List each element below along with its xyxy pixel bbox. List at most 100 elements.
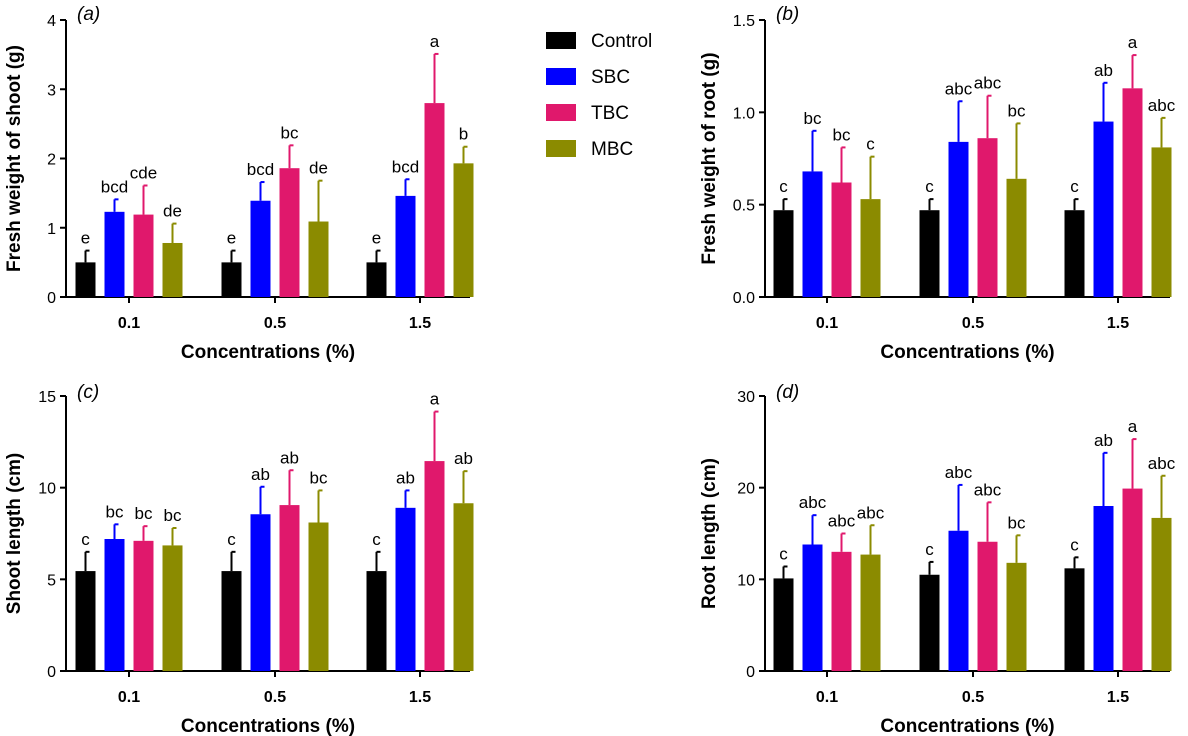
significance-label: abc <box>799 493 827 512</box>
legend-item-tbc: TBC <box>546 103 629 124</box>
bar <box>1093 121 1114 297</box>
significance-label: abc <box>828 512 856 531</box>
bar <box>162 242 183 297</box>
significance-label: bc <box>281 123 299 142</box>
significance-label: bcd <box>101 177 128 196</box>
x-tick-label: 0.1 <box>118 315 140 332</box>
legend-label-tbc: TBC <box>591 103 629 124</box>
significance-label: c <box>779 545 788 564</box>
significance-label: bcd <box>247 160 274 179</box>
y-tick-label: 0 <box>47 290 56 307</box>
bar <box>1093 506 1114 671</box>
panel-b-label: (b) <box>776 4 799 25</box>
x-axis-label: Concentrations (%) <box>880 716 1054 736</box>
x-axis-label: Concentrations (%) <box>880 342 1054 363</box>
significance-label: c <box>925 540 934 559</box>
significance-label: abc <box>1148 454 1176 473</box>
bar <box>279 168 300 297</box>
y-axis-label: Shoot length (cm) <box>4 453 25 614</box>
significance-label: ab <box>1094 431 1113 450</box>
bar <box>1151 147 1172 297</box>
bar <box>395 507 416 671</box>
panel-d: (d) 0 10 20 30 0.1 0.5 1.5 Concentrations (%) Ro… <box>699 382 1176 736</box>
legend-label-control: Control <box>591 31 652 52</box>
significance-label: cde <box>130 164 157 183</box>
legend-item-control: Control <box>546 31 652 52</box>
significance-label: c <box>866 135 875 154</box>
y-tick-label: 30 <box>737 389 755 406</box>
bar <box>453 163 474 297</box>
significance-label: a <box>430 32 440 51</box>
bar <box>802 544 823 671</box>
bar <box>308 522 329 671</box>
legend-item-sbc: SBC <box>546 67 630 88</box>
significance-label: e <box>227 229 236 248</box>
bar <box>162 545 183 671</box>
bar <box>1122 88 1143 298</box>
x-tick-label: 1.5 <box>409 689 431 706</box>
legend-item-mbc: MBC <box>546 139 633 160</box>
legend-swatch-sbc <box>546 68 576 85</box>
significance-label: e <box>372 229 381 248</box>
bar <box>221 262 242 297</box>
bar <box>831 182 852 297</box>
bar <box>250 200 271 297</box>
panel-c-label: (c) <box>77 382 99 403</box>
significance-label: de <box>309 159 328 178</box>
x-tick-label: 1.5 <box>1107 689 1129 706</box>
bar <box>919 210 940 297</box>
significance-label: b <box>459 125 468 144</box>
significance-label: e <box>81 229 90 248</box>
significance-label: bc <box>833 125 851 144</box>
significance-label: bc <box>310 468 328 487</box>
panel-a-label: (a) <box>77 4 100 25</box>
significance-label: abc <box>1148 96 1176 115</box>
x-tick-label: 0.5 <box>962 689 984 706</box>
bar <box>395 195 416 297</box>
legend: Control SBC TBC MBC <box>546 31 652 160</box>
x-tick-label: 0.1 <box>816 315 838 332</box>
bar <box>250 514 271 671</box>
y-tick-label: 3 <box>47 82 56 99</box>
bar <box>948 530 969 671</box>
bar <box>1006 562 1027 671</box>
y-tick-label: 1.5 <box>733 13 755 30</box>
x-tick-label: 0.1 <box>118 689 140 706</box>
y-tick-label: 0 <box>47 664 56 681</box>
significance-label: abc <box>974 74 1002 93</box>
x-axis-label: Concentrations (%) <box>181 342 355 363</box>
significance-label: bc <box>804 109 822 128</box>
significance-label: c <box>81 530 90 549</box>
significance-label: bcd <box>392 157 419 176</box>
bar <box>773 210 794 297</box>
x-tick-label: 1.5 <box>1107 315 1129 332</box>
bar <box>860 199 881 297</box>
legend-swatch-mbc <box>546 140 576 157</box>
x-axis-label: Concentrations (%) <box>181 716 355 736</box>
significance-label: bc <box>106 502 124 521</box>
bar <box>279 505 300 671</box>
panel-c: (c) 0 5 10 15 0.1 0.5 1.5 Concentrations (%) Sho… <box>4 382 474 736</box>
panel-d-label: (d) <box>776 382 799 403</box>
y-tick-label: 1 <box>47 221 56 238</box>
y-tick-label: 15 <box>38 389 56 406</box>
x-tick-label: 0.5 <box>962 315 984 332</box>
y-tick-label: 4 <box>47 13 56 30</box>
significance-label: ab <box>251 465 270 484</box>
significance-label: de <box>163 202 182 221</box>
bar <box>977 138 998 297</box>
legend-swatch-tbc <box>546 104 576 121</box>
significance-label: c <box>779 177 788 196</box>
panel-b: (b) 0.0 0.5 1.0 1.5 0.1 0.5 1.5 Concentrations … <box>699 4 1176 363</box>
bar <box>1064 210 1085 297</box>
x-tick-label: 1.5 <box>409 315 431 332</box>
x-tick-label: 0.1 <box>816 689 838 706</box>
significance-label: ab <box>1094 61 1113 80</box>
y-tick-label: 2 <box>47 152 56 169</box>
significance-label: a <box>1128 417 1138 436</box>
significance-label: bc <box>1008 513 1026 532</box>
significance-label: abc <box>945 463 973 482</box>
bar <box>104 539 125 671</box>
panel-a: (a) 0 1 2 3 4 0.1 0.5 1.5 Concentrations (%) Fres… <box>4 4 474 363</box>
y-tick-label: 20 <box>737 481 755 498</box>
